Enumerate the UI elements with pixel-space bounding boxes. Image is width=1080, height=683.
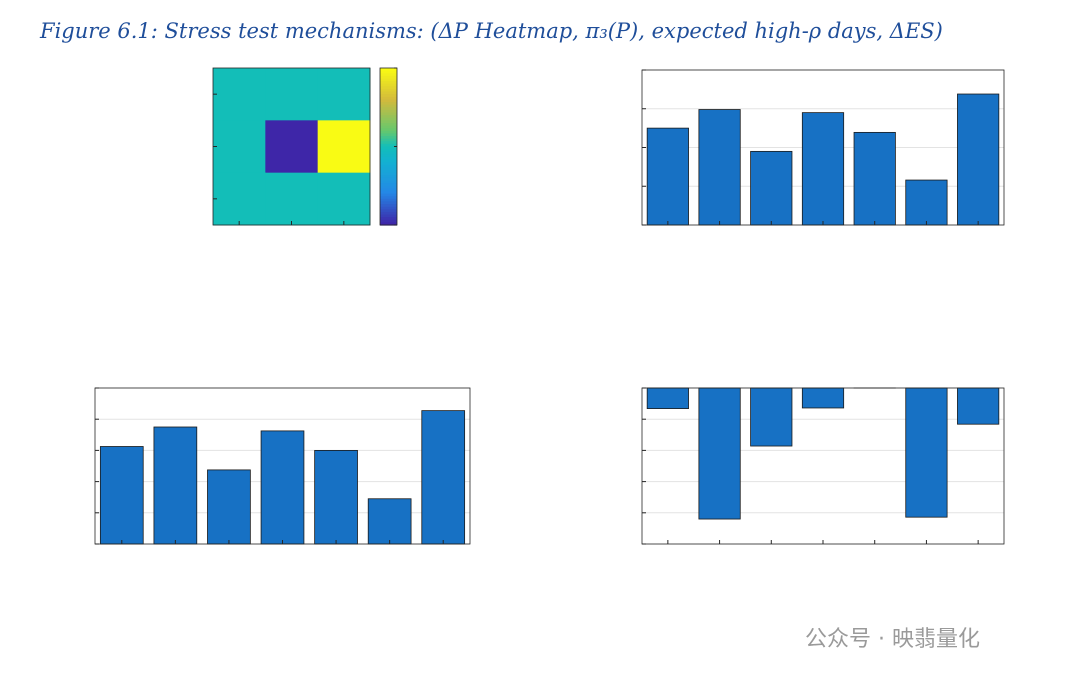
bar — [905, 179, 948, 226]
colorbar-band — [380, 88, 397, 93]
heatmap-cell — [265, 68, 319, 121]
bar — [421, 410, 466, 545]
colorbar-band — [380, 81, 397, 85]
colorbar-band — [380, 185, 397, 189]
colorbar-band — [380, 204, 397, 208]
colorbar-band — [380, 68, 397, 72]
colorbar-band — [380, 104, 397, 108]
colorbar-band — [380, 167, 397, 171]
delta-p-heatmap — [212, 67, 398, 226]
bar — [853, 131, 896, 226]
colorbar-band — [380, 193, 397, 197]
bar — [957, 387, 1000, 425]
heatmap-cell — [317, 172, 371, 226]
colorbar-band — [380, 125, 397, 129]
bar — [367, 498, 412, 545]
colorbar-band — [380, 133, 397, 137]
colorbar-band — [380, 159, 397, 163]
bar — [646, 127, 689, 226]
watermark: 公众号 · 映翡量化 — [805, 627, 980, 652]
colorbar-band — [380, 209, 397, 213]
bar — [207, 469, 251, 545]
colorbar-band — [380, 222, 397, 226]
colorbar-band — [380, 83, 397, 87]
bar — [750, 387, 793, 447]
colorbar-band — [380, 94, 397, 98]
colorbar-band — [380, 164, 397, 169]
colorbar-band — [380, 117, 397, 121]
colorbar-band — [380, 91, 397, 95]
bar — [260, 430, 305, 545]
colorbar-band — [380, 120, 397, 124]
colorbar-band — [380, 99, 397, 103]
colorbar-band — [380, 188, 397, 192]
colorbar-band — [380, 78, 397, 82]
heatmap-cell — [213, 172, 266, 226]
bar — [153, 426, 198, 545]
colorbar-band — [380, 175, 397, 179]
heatmap-cell — [265, 120, 319, 174]
colorbar-band — [380, 214, 397, 218]
bar — [957, 93, 1000, 226]
heatmap-cell — [265, 172, 319, 226]
colorbar-band — [380, 190, 397, 195]
colorbar-band — [380, 130, 397, 135]
colorbar-band — [380, 96, 397, 100]
bar — [698, 109, 741, 226]
colorbar-band — [380, 149, 397, 153]
heatmap-cell — [213, 68, 266, 121]
colorbar-band — [380, 172, 397, 176]
bar — [905, 387, 948, 518]
colorbar-band — [380, 146, 397, 150]
tail-loss-chart — [641, 387, 1005, 545]
bar — [698, 387, 741, 520]
colorbar-band — [380, 128, 397, 132]
colorbar-band — [380, 219, 397, 223]
colorbar-band — [380, 70, 397, 74]
colorbar-band — [380, 154, 397, 158]
colorbar-band — [380, 201, 397, 205]
colorbar-band — [380, 136, 397, 140]
colorbar-band — [380, 141, 397, 145]
colorbar-band — [380, 180, 397, 184]
colorbar-band — [380, 143, 397, 148]
colorbar-band — [380, 115, 397, 119]
colorbar-band — [380, 102, 397, 106]
stationary-share-chart — [641, 69, 1005, 226]
colorbar-band — [380, 107, 397, 111]
colorbar-band — [380, 206, 397, 210]
colorbar-band — [380, 75, 397, 80]
colorbar-band — [380, 162, 397, 166]
colorbar-band — [380, 170, 397, 174]
bar — [750, 150, 793, 226]
bar — [801, 387, 845, 409]
colorbar-band — [380, 138, 397, 142]
bar — [99, 446, 144, 545]
expected-days-chart — [94, 387, 471, 545]
colorbar-band — [380, 196, 397, 200]
colorbar-band — [380, 211, 397, 216]
colorbar-band — [380, 217, 397, 221]
colorbar-band — [380, 156, 397, 161]
bar — [801, 112, 845, 226]
bar — [314, 449, 358, 545]
colorbar-band — [380, 112, 397, 116]
heatmap-cell — [213, 120, 266, 174]
colorbar-band — [380, 198, 397, 203]
heatmap-cell — [317, 120, 371, 174]
plot-area — [642, 388, 1004, 544]
figure-title: Figure 6.1: Stress test mechanisms: (ΔP … — [39, 19, 943, 43]
colorbar-band — [380, 122, 397, 127]
colorbar-band — [380, 86, 397, 90]
colorbar-band — [380, 109, 397, 114]
colorbar-band — [380, 73, 397, 77]
colorbar-band — [380, 183, 397, 187]
heatmap-cell — [317, 68, 371, 121]
bar — [646, 387, 689, 409]
colorbar-band — [380, 177, 397, 182]
colorbar-band — [380, 151, 397, 155]
